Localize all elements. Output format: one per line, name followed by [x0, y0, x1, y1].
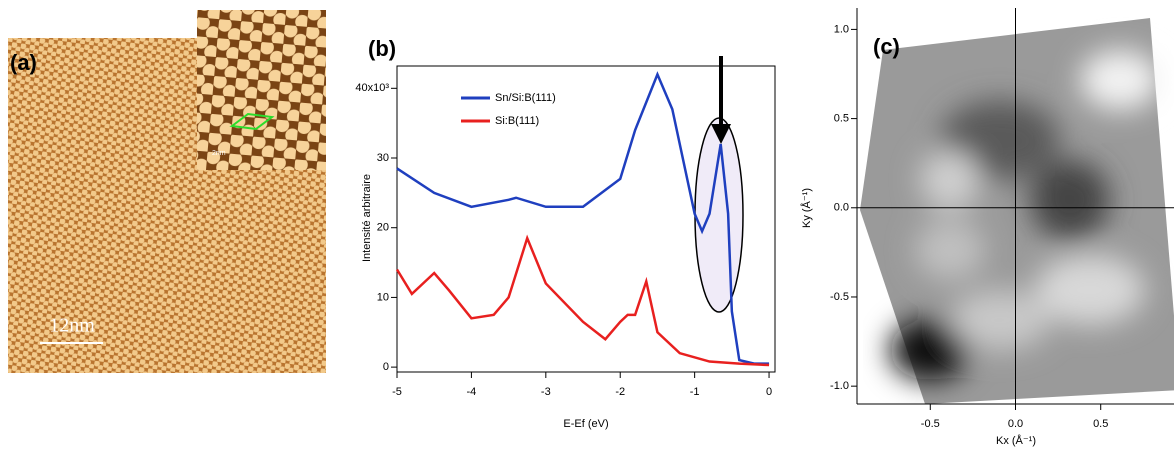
y-tick-label: 40x10³: [355, 82, 389, 94]
stm-inset: [197, 10, 326, 170]
panel-label: (c): [873, 34, 900, 59]
x-tick-label: -5: [392, 386, 402, 398]
x-axis-label: E-Ef (eV): [563, 418, 608, 430]
arpes-map: [860, 18, 1174, 404]
y-axis-label: Intensité arbitraire: [361, 174, 373, 262]
y-tick-label: 30: [377, 152, 389, 164]
x-tick-label: 0: [766, 386, 772, 398]
x-tick-label: -2: [615, 386, 625, 398]
x-tick-label: -3: [541, 386, 551, 398]
inset-scale-label: 2nm: [212, 150, 226, 157]
y-tick-label: 0: [383, 361, 389, 373]
legend-label: Si:B(111): [495, 115, 539, 127]
unit-cell: [229, 112, 275, 131]
panel-label: (b): [368, 36, 396, 61]
y-tick-label: 0.5: [834, 113, 849, 125]
y-tick-label: -0.5: [830, 291, 849, 303]
arrow-head: [711, 124, 731, 144]
x-tick-label: -4: [467, 386, 477, 398]
y-tick-label: 10: [377, 291, 389, 303]
y-tick-label: 20: [377, 222, 389, 234]
y-tick-label: 1.0: [834, 23, 849, 35]
plot-frame: [396, 65, 776, 373]
series-line: [395, 234, 770, 367]
x-tick-label: 0.5: [1093, 418, 1108, 430]
panel-label: (a): [10, 50, 37, 75]
y-tick-label: 0.0: [834, 202, 849, 214]
y-tick-label: -1.0: [830, 380, 849, 392]
x-tick-label: 0.0: [1008, 418, 1023, 430]
scale-label: 12nm: [49, 315, 95, 337]
x-tick-label: -0.5: [921, 418, 940, 430]
x-axis-label: Kx (Å⁻¹): [996, 434, 1036, 447]
legend-label: Sn/Si:B(111): [495, 92, 556, 104]
x-tick-label: -1: [690, 386, 700, 398]
y-axis-label: Ky (Å⁻¹): [800, 188, 813, 228]
series-line: [396, 71, 770, 365]
